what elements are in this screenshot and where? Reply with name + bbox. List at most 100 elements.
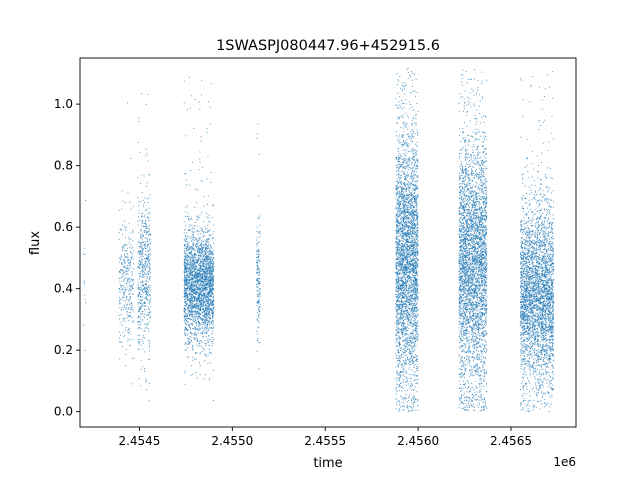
data-point bbox=[191, 252, 193, 253]
data-point bbox=[198, 231, 200, 233]
data-point bbox=[137, 220, 139, 222]
data-point bbox=[141, 304, 143, 306]
data-point bbox=[184, 266, 186, 268]
data-point bbox=[183, 260, 185, 262]
data-point bbox=[121, 250, 123, 252]
data-point bbox=[256, 230, 258, 232]
data-point bbox=[211, 321, 213, 323]
data-point bbox=[409, 353, 411, 355]
data-point bbox=[124, 334, 126, 336]
data-point bbox=[415, 269, 417, 271]
data-point bbox=[405, 209, 407, 211]
data-point bbox=[184, 211, 186, 213]
data-point bbox=[414, 312, 416, 314]
data-point bbox=[207, 338, 209, 340]
data-point bbox=[139, 263, 141, 265]
data-point bbox=[194, 285, 196, 287]
data-point bbox=[144, 323, 146, 325]
data-point bbox=[148, 250, 150, 252]
data-point bbox=[193, 328, 195, 330]
data-point bbox=[207, 301, 209, 303]
data-point bbox=[189, 257, 191, 259]
data-point bbox=[257, 280, 259, 282]
data-point bbox=[190, 365, 192, 367]
data-point bbox=[415, 337, 417, 339]
data-point bbox=[212, 296, 214, 298]
data-point bbox=[197, 233, 199, 235]
data-point bbox=[139, 334, 141, 336]
data-point bbox=[206, 296, 208, 298]
data-point bbox=[148, 342, 150, 344]
data-point bbox=[139, 219, 141, 221]
data-point bbox=[406, 217, 408, 219]
data-point bbox=[212, 314, 214, 316]
data-point bbox=[406, 376, 408, 378]
data-point bbox=[415, 345, 417, 347]
data-point bbox=[191, 248, 193, 250]
data-point bbox=[194, 338, 196, 340]
data-point bbox=[185, 285, 187, 287]
data-point bbox=[187, 307, 189, 308]
data-point bbox=[402, 388, 404, 390]
data-point bbox=[122, 273, 124, 275]
data-point bbox=[412, 259, 414, 261]
data-point bbox=[131, 286, 133, 288]
data-point bbox=[210, 260, 212, 262]
data-point bbox=[403, 381, 405, 383]
data-point bbox=[147, 244, 149, 246]
data-point bbox=[395, 353, 397, 355]
data-point bbox=[415, 335, 417, 337]
data-point bbox=[194, 285, 196, 287]
data-point bbox=[125, 274, 127, 276]
data-point bbox=[141, 260, 143, 262]
data-point bbox=[412, 231, 414, 233]
data-point bbox=[399, 370, 401, 372]
data-point bbox=[411, 120, 413, 122]
data-point bbox=[188, 268, 190, 270]
data-point bbox=[146, 153, 148, 155]
data-point bbox=[197, 216, 198, 218]
data-point bbox=[184, 331, 186, 333]
data-point bbox=[207, 303, 209, 305]
data-point bbox=[129, 261, 131, 263]
data-point bbox=[205, 279, 207, 281]
data-point bbox=[148, 270, 150, 272]
data-point bbox=[404, 125, 406, 127]
data-point bbox=[413, 211, 415, 213]
data-point bbox=[149, 268, 150, 270]
data-point bbox=[398, 163, 400, 165]
data-point bbox=[416, 227, 418, 229]
data-point bbox=[212, 204, 214, 206]
data-point bbox=[408, 342, 410, 343]
data-point bbox=[417, 243, 419, 245]
data-point bbox=[146, 288, 148, 290]
data-point bbox=[198, 254, 200, 256]
data-point bbox=[192, 292, 194, 294]
data-point bbox=[132, 309, 134, 311]
data-point bbox=[144, 244, 146, 246]
data-point bbox=[415, 154, 417, 156]
data-point bbox=[414, 319, 416, 321]
data-point bbox=[186, 109, 188, 111]
data-point bbox=[397, 262, 399, 264]
data-point bbox=[200, 266, 202, 268]
data-point bbox=[189, 251, 191, 253]
data-point bbox=[201, 280, 203, 282]
data-point bbox=[407, 142, 409, 144]
data-point bbox=[146, 299, 148, 301]
data-point bbox=[149, 286, 151, 288]
data-point bbox=[212, 339, 214, 341]
data-point bbox=[192, 247, 194, 249]
data-point bbox=[127, 268, 129, 270]
data-point bbox=[123, 336, 125, 338]
data-point bbox=[148, 259, 150, 261]
data-point bbox=[141, 269, 143, 271]
data-point bbox=[198, 306, 200, 308]
data-point bbox=[256, 318, 258, 320]
data-point bbox=[258, 281, 260, 283]
data-point bbox=[140, 252, 142, 254]
data-point bbox=[257, 123, 259, 125]
data-point bbox=[400, 127, 402, 129]
data-point bbox=[141, 276, 143, 278]
data-point bbox=[397, 252, 399, 254]
